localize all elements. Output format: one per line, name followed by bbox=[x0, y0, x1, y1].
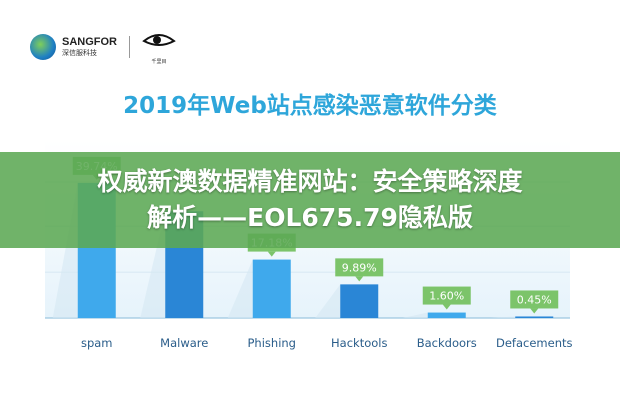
data-label: 0.45% bbox=[517, 293, 552, 306]
banner-line-1: 权威新澳数据精准网站：安全策略深度 bbox=[97, 167, 523, 196]
x-tick-label: Backdoors bbox=[417, 336, 477, 350]
bar-phishing bbox=[252, 259, 291, 318]
data-label-bg bbox=[335, 258, 384, 277]
brand-cn: 深信服科技 bbox=[62, 48, 97, 57]
data-label-pointer bbox=[267, 251, 276, 257]
bar-shadow bbox=[227, 259, 253, 318]
data-label-pointer bbox=[530, 308, 539, 314]
sangfor-globe-icon bbox=[30, 33, 56, 60]
data-label: 9.89% bbox=[342, 261, 377, 274]
data-label-pointer bbox=[355, 276, 364, 282]
logo: SANGFOR 深信服科技 千里目 bbox=[30, 28, 176, 65]
banner-line-2: 解析——EOL675.79隐私版 bbox=[147, 203, 473, 232]
bar-hacktools bbox=[340, 284, 379, 318]
bar-defacements bbox=[515, 316, 554, 318]
data-label: 1.60% bbox=[429, 290, 464, 303]
x-tick-label: Hacktools bbox=[331, 336, 387, 350]
overlay-banner: 权威新澳数据精准网站：安全策略深度 解析——EOL675.79隐私版 bbox=[0, 152, 620, 248]
eye-icon bbox=[142, 34, 176, 46]
bar-shadow bbox=[490, 316, 516, 318]
x-tick-label: Malware bbox=[160, 336, 208, 350]
brand-name: SANGFOR bbox=[62, 35, 117, 48]
bar-shadow bbox=[402, 312, 428, 318]
x-tick-label: Phishing bbox=[248, 336, 296, 350]
partner-text: 千里目 bbox=[151, 59, 167, 65]
x-tick-label: spam bbox=[81, 336, 113, 350]
data-label-bg bbox=[422, 286, 471, 305]
bar-backdoors bbox=[427, 312, 466, 318]
x-tick-label: Defacements bbox=[496, 336, 573, 350]
bar-shadow bbox=[315, 284, 341, 318]
data-label-pointer bbox=[442, 304, 451, 310]
data-label-bg bbox=[510, 290, 559, 309]
chart-title: 2019年Web站点感染恶意软件分类 bbox=[123, 93, 497, 119]
logo-divider bbox=[129, 35, 130, 58]
